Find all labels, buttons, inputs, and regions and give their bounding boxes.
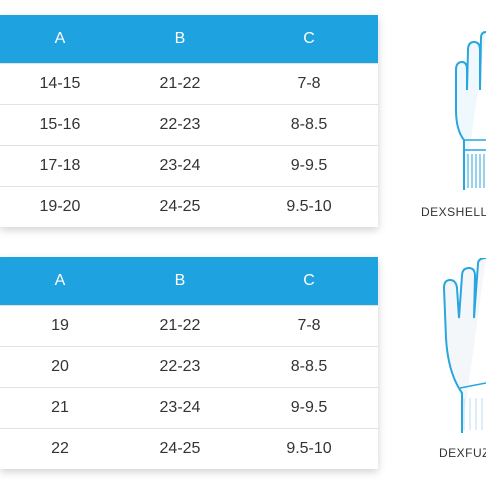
table-header: A B C	[0, 257, 378, 305]
table-row: 20 22-23 8-8.5	[0, 346, 378, 387]
table-cell: 23-24	[159, 399, 201, 416]
table-cell: 23-24	[159, 157, 201, 174]
table-cell: 24-25	[159, 440, 201, 457]
glove-label: DEXFUZ	[439, 446, 486, 460]
table-cell: 9-9.5	[290, 157, 328, 174]
glove-label: DEXSHELL	[421, 205, 486, 219]
table-cell: 7-8	[297, 317, 321, 334]
table-cell: 9-9.5	[290, 399, 328, 416]
table-cell: 24-25	[159, 198, 201, 215]
header-cell: C	[303, 272, 315, 289]
table-cell: 9.5-10	[286, 440, 332, 457]
header-cell: B	[174, 30, 186, 47]
table-cell: 17-18	[39, 157, 81, 174]
table-row: 19 21-22 7-8	[0, 305, 378, 346]
table-row: 14-15 21-22 7-8	[0, 63, 378, 104]
table-cell: 21-22	[159, 75, 201, 92]
table-header: A B C	[0, 15, 378, 63]
glove-icon	[442, 258, 486, 433]
table-cell: 14-15	[39, 75, 81, 92]
table-cell: 22-23	[159, 358, 201, 375]
header-cell: C	[303, 30, 315, 47]
table-cell: 8-8.5	[290, 116, 328, 133]
table-row: 22 24-25 9.5-10	[0, 428, 378, 469]
table-row: 19-20 24-25 9.5-10	[0, 186, 378, 227]
table-cell: 21-22	[159, 317, 201, 334]
table-cell: 22	[51, 440, 69, 457]
table-cell: 20	[51, 358, 69, 375]
table-cell: 7-8	[297, 75, 321, 92]
size-table: A B C 14-15 21-22 7-8 15-16 22-23 8-8.5 17-18 23-2…	[0, 15, 378, 227]
size-table: A B C 19 21-22 7-8 20 22-23 8-8.5 21 23-24 9-9.5 22 2…	[0, 257, 378, 469]
table-cell: 9.5-10	[286, 198, 332, 215]
header-cell: B	[174, 272, 186, 289]
table-cell: 8-8.5	[290, 358, 328, 375]
table-cell: 22-23	[159, 116, 201, 133]
header-cell: A	[54, 30, 66, 47]
table-cell: 19-20	[39, 198, 81, 215]
table-cell: 15-16	[39, 116, 81, 133]
table-row: 21 23-24 9-9.5	[0, 387, 378, 428]
table-row: 17-18 23-24 9-9.5	[0, 145, 378, 186]
header-cell: A	[54, 272, 66, 289]
table-row: 15-16 22-23 8-8.5	[0, 104, 378, 145]
glove-icon	[455, 31, 486, 190]
table-cell: 21	[51, 399, 69, 416]
table-cell: 19	[51, 317, 69, 334]
